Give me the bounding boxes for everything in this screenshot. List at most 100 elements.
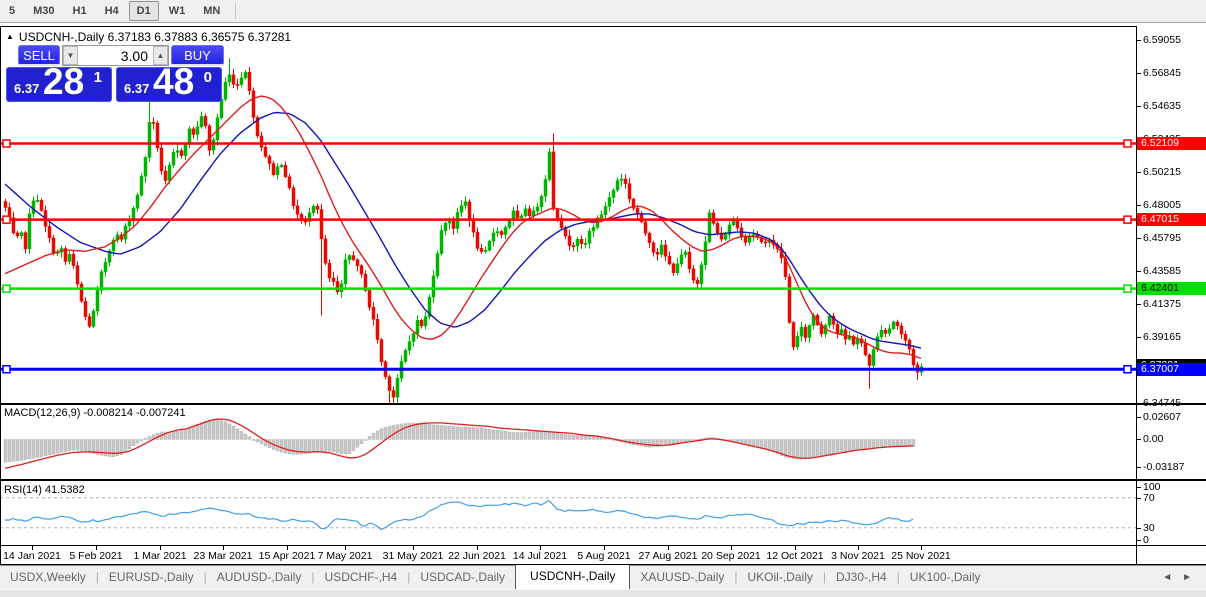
- timeframe-d1[interactable]: D1: [128, 1, 159, 21]
- hline-handle[interactable]: [2, 139, 11, 148]
- bear-candle: [763, 241, 768, 244]
- hline-handle[interactable]: [1123, 284, 1132, 293]
- macd-bar: [851, 439, 856, 451]
- bear-candle: [735, 220, 740, 229]
- bull-candle: [395, 377, 400, 398]
- chart-tab-xauusddaily[interactable]: XAUUSD-,Daily: [640, 570, 725, 584]
- macd-bar: [315, 439, 320, 452]
- timeframe-h1[interactable]: H1: [72, 5, 87, 17]
- bear-candle: [719, 232, 724, 240]
- macd-bar: [227, 423, 232, 440]
- buy-price-sup: 0: [203, 69, 212, 86]
- volume-up-icon[interactable]: ▲: [153, 46, 168, 65]
- macd-pane[interactable]: [0, 405, 1136, 479]
- date-tick: [604, 546, 605, 550]
- macd-tick-label: 0.02607: [1143, 410, 1181, 423]
- chart-tab-usdcnhdaily[interactable]: USDCNH-,Daily: [515, 564, 631, 589]
- timeframe-5[interactable]: 5: [9, 5, 16, 17]
- timeframe-m30[interactable]: M30: [33, 5, 55, 17]
- price-chart[interactable]: [0, 26, 1136, 403]
- macd-bar: [495, 430, 500, 440]
- bear-candle: [787, 276, 792, 323]
- hline-handle[interactable]: [1123, 215, 1132, 224]
- buy-button[interactable]: BUY: [171, 45, 224, 66]
- macd-bar: [403, 423, 408, 440]
- hline-handle[interactable]: [1123, 139, 1132, 148]
- bull-candle: [343, 259, 348, 285]
- price-tick-label: 6.48005: [1143, 198, 1181, 211]
- date-label: 12 Oct 2021: [766, 550, 824, 562]
- bull-candle: [587, 230, 592, 244]
- hline-handle[interactable]: [2, 215, 11, 224]
- bear-candle: [375, 319, 380, 340]
- bull-candle: [347, 255, 352, 260]
- macd-tick-label-tick: [1137, 467, 1141, 469]
- macd-bar: [347, 439, 352, 454]
- date-tick: [32, 546, 33, 550]
- level-price-tag: 6.47015: [1137, 213, 1206, 227]
- price-tick-label: 6.39165: [1143, 331, 1181, 343]
- bull-candle: [403, 350, 408, 362]
- pane-separator-macd[interactable]: [0, 403, 1206, 405]
- macd-bar: [463, 427, 468, 440]
- bear-candle: [467, 201, 472, 221]
- macd-bar: [387, 426, 392, 440]
- chart-tab-usdcaddaily[interactable]: USDCAD-,Daily: [420, 570, 506, 584]
- hline-handle[interactable]: [1123, 365, 1132, 374]
- timeframe-w1[interactable]: W1: [168, 5, 186, 17]
- pane-separator-rsi[interactable]: [0, 479, 1206, 481]
- timeframe-h4[interactable]: H4: [104, 5, 119, 17]
- buy-price-box[interactable]: 6.37 48 0: [116, 61, 222, 102]
- macd-bar: [75, 439, 80, 451]
- chart-tab-audusddaily[interactable]: AUDUSD-,Daily: [216, 570, 302, 584]
- macd-bar: [447, 425, 452, 440]
- macd-bar: [179, 430, 184, 440]
- chart-tab-eurusddaily[interactable]: EURUSD-,Daily: [108, 570, 194, 584]
- macd-bar: [503, 431, 508, 440]
- bear-candle: [567, 235, 572, 246]
- tab-scroll-right-icon[interactable]: ►: [1182, 572, 1192, 583]
- rsi-pane[interactable]: [0, 481, 1136, 545]
- timeframe-mn[interactable]: MN: [203, 5, 221, 17]
- sell-price-box[interactable]: 6.37 28 1: [6, 61, 112, 102]
- macd-bar: [135, 439, 140, 444]
- bear-candle: [299, 214, 304, 222]
- macd-bar: [575, 435, 580, 440]
- tab-scroll-arrows: ◄ ►: [1162, 572, 1206, 589]
- tab-separator: |: [822, 570, 826, 584]
- chart-tab-usdchfh4[interactable]: USDCHF-,H4: [324, 570, 398, 584]
- volume-down-icon[interactable]: ▼: [63, 46, 78, 65]
- macd-bar: [879, 439, 884, 448]
- bear-candle: [75, 265, 80, 285]
- price-axis[interactable]: 6.590556.568456.546356.524256.502156.480…: [1137, 26, 1206, 565]
- bull-candle: [683, 251, 688, 256]
- macd-bar: [47, 439, 52, 456]
- macd-bar: [419, 423, 424, 440]
- chart-tab-dj30h4[interactable]: DJ30-,H4: [835, 570, 887, 584]
- sell-button[interactable]: SELL: [18, 45, 60, 66]
- rsi-line: [4, 499, 914, 531]
- macd-bar: [651, 439, 656, 448]
- macd-bar: [143, 438, 148, 440]
- hline-handle[interactable]: [2, 284, 11, 293]
- macd-bar: [891, 439, 896, 447]
- macd-bar: [211, 419, 216, 440]
- chart-tab-uk100daily[interactable]: UK100-,Daily: [909, 570, 981, 584]
- chart-tab-ukoildaily[interactable]: UKOil-,Daily: [747, 570, 813, 584]
- date-label: 3 Nov 2021: [831, 550, 885, 562]
- macd-bar: [107, 439, 112, 457]
- macd-bar: [223, 421, 228, 440]
- volume-input[interactable]: 3.00: [120, 48, 148, 64]
- bear-candle: [391, 390, 396, 398]
- macd-tick-label-tick: [1137, 416, 1141, 418]
- price-tick-label-tick: [1137, 270, 1141, 272]
- macd-bar: [279, 439, 284, 453]
- hline-handle[interactable]: [2, 365, 11, 374]
- macd-bar: [79, 439, 84, 452]
- tab-scroll-left-icon[interactable]: ◄: [1162, 572, 1173, 583]
- chart-tab-usdxweekly[interactable]: USDX,Weekly: [10, 570, 86, 584]
- bear-candle: [315, 205, 320, 210]
- collapse-icon[interactable]: ▲: [6, 32, 14, 41]
- bull-candle: [239, 77, 244, 85]
- date-tick: [540, 546, 541, 550]
